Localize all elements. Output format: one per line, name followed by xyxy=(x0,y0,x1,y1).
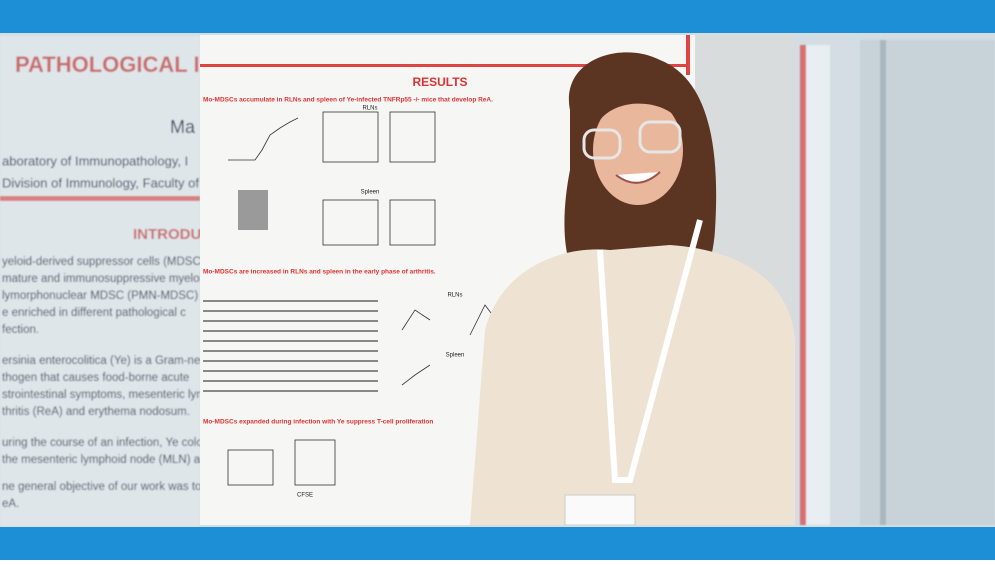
affiliation: Division of Immunology, Faculty of xyxy=(2,175,199,190)
rule xyxy=(0,196,200,201)
plot-frame xyxy=(389,199,436,246)
intro-line: eA. xyxy=(2,498,19,510)
badge xyxy=(564,494,636,525)
poster-rule xyxy=(200,64,690,67)
frame xyxy=(880,40,886,525)
plot-frame xyxy=(294,439,336,486)
intro-line: ne general objective of our work was to xyxy=(2,481,201,493)
glasses-left xyxy=(582,128,622,160)
poster-title: PATHOLOGICAL I xyxy=(15,52,200,77)
glasses-right xyxy=(638,120,682,154)
lanyard xyxy=(597,219,703,483)
poster-edge xyxy=(686,35,690,75)
section-heading: Mo-MDSCs expanded during infection with … xyxy=(203,419,433,426)
smile xyxy=(615,171,661,184)
intro-line: thogen that causes food-borne acute xyxy=(2,372,189,384)
intro-line: mature and immunosuppressive myeloid xyxy=(2,273,208,285)
text-line xyxy=(203,380,378,382)
panel-label: RLNs xyxy=(362,106,377,112)
poster-left xyxy=(0,36,200,526)
photo-thumb xyxy=(238,190,268,230)
intro-line: yeloid-derived suppressor cells (MDSC xyxy=(2,256,201,268)
intro-line: fection. xyxy=(2,324,39,336)
plot-line xyxy=(401,309,431,331)
poster-text-block xyxy=(203,300,378,392)
text-line xyxy=(203,300,378,302)
panel-label: Spleen xyxy=(361,190,380,196)
text-line xyxy=(203,310,378,312)
intro-line: e enriched in different pathological c xyxy=(2,307,186,319)
plot-frame xyxy=(322,199,379,246)
text-line xyxy=(203,350,378,352)
text-line xyxy=(203,370,378,372)
intro-line: lymorphonuclear MDSC (PMN-MDSC) a xyxy=(2,290,208,302)
text-line xyxy=(203,320,378,322)
intro-line: the mesenteric lymphoid node (MLN) and xyxy=(2,454,213,466)
panel-label: Spleen xyxy=(446,353,465,359)
text-line xyxy=(203,390,378,392)
plot-line xyxy=(228,117,299,161)
text-line xyxy=(203,340,378,342)
author: Ma xyxy=(170,117,196,137)
background-poster: PATHOLOGICAL I Ma INTRODU aboratory of I… xyxy=(0,36,995,526)
top-bar xyxy=(0,0,995,33)
bangs xyxy=(600,90,682,125)
panel-label: RLNs xyxy=(447,293,462,299)
bottom-bar xyxy=(0,527,995,560)
section-heading: Mo-MDSCs are increased in RLNs and splee… xyxy=(203,269,436,276)
panel-label: CFSE xyxy=(297,493,313,499)
section-heading: Mo-MDSCs accumulate in RLNs and spleen o… xyxy=(203,97,493,104)
red-strip xyxy=(800,45,806,525)
results-heading: RESULTS xyxy=(412,75,467,89)
intro-line: ersinia enterocolitica (Ye) is a Gram-ne… xyxy=(2,355,207,367)
intro-line: thritis (ReA) and erythema nodosum. xyxy=(2,406,190,418)
sweater xyxy=(470,245,795,525)
section-title: INTRODU xyxy=(133,226,201,243)
plot-line xyxy=(401,364,431,386)
poster-plots xyxy=(227,111,501,486)
intro-line: uring the course of an infection, Ye col… xyxy=(2,437,212,449)
plot-frame xyxy=(227,449,274,486)
affiliation: aboratory of Immunopathology, I xyxy=(2,153,188,168)
plot-frame xyxy=(322,111,379,163)
plot-frame xyxy=(389,111,436,163)
intro-line: strointestinal symptoms, mesenteric lym xyxy=(2,389,206,401)
photo: RESULTS xyxy=(200,35,795,525)
text-line xyxy=(203,360,378,362)
text-line xyxy=(203,330,378,332)
